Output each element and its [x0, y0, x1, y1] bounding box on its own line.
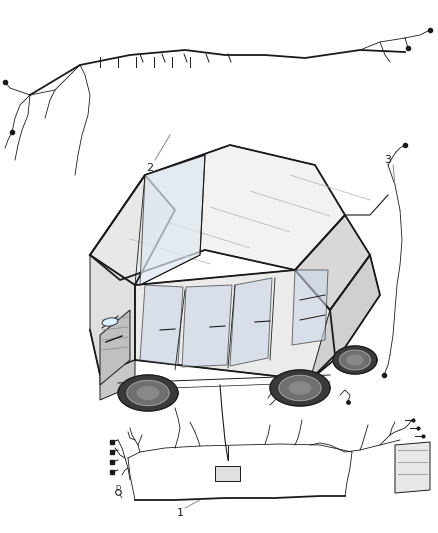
- Polygon shape: [127, 381, 169, 406]
- Polygon shape: [395, 442, 430, 493]
- Text: 3: 3: [385, 155, 392, 165]
- Polygon shape: [279, 375, 321, 401]
- Polygon shape: [182, 285, 232, 367]
- Polygon shape: [140, 155, 205, 285]
- Polygon shape: [138, 387, 159, 399]
- Polygon shape: [90, 255, 135, 375]
- Polygon shape: [140, 285, 183, 365]
- Polygon shape: [333, 346, 377, 374]
- Ellipse shape: [102, 318, 118, 326]
- Polygon shape: [295, 215, 370, 310]
- Polygon shape: [118, 375, 178, 411]
- Polygon shape: [230, 278, 272, 366]
- Text: 2: 2: [146, 163, 154, 173]
- Polygon shape: [270, 370, 330, 406]
- Polygon shape: [290, 382, 311, 394]
- Polygon shape: [339, 350, 371, 370]
- Polygon shape: [347, 355, 363, 365]
- Polygon shape: [292, 270, 328, 345]
- Polygon shape: [100, 310, 130, 385]
- Polygon shape: [310, 255, 380, 380]
- Polygon shape: [90, 145, 345, 280]
- Polygon shape: [135, 270, 335, 380]
- Polygon shape: [90, 175, 175, 285]
- Text: D: D: [115, 485, 120, 491]
- FancyBboxPatch shape: [215, 466, 240, 481]
- Polygon shape: [100, 360, 135, 400]
- Text: 1: 1: [177, 508, 184, 518]
